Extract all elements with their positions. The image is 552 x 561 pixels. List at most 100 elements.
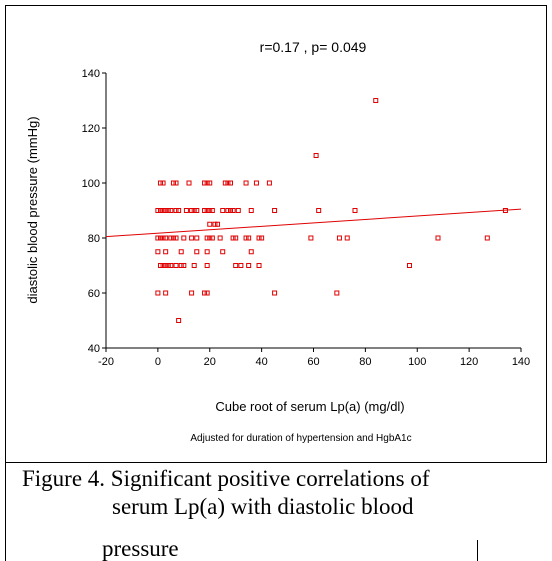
caption-line: pressure	[102, 536, 179, 561]
point	[204, 235, 210, 241]
point	[207, 221, 213, 227]
x-tick-label: 140	[512, 356, 530, 368]
point	[189, 290, 195, 296]
point	[176, 318, 182, 323]
point	[344, 235, 350, 241]
figure-frame	[5, 5, 547, 463]
x-tick-label: 40	[256, 356, 268, 368]
point	[334, 290, 340, 296]
point	[212, 221, 218, 227]
point	[316, 208, 322, 213]
x-tick-label: 20	[204, 356, 216, 368]
point	[157, 180, 163, 186]
point	[204, 180, 210, 186]
point	[160, 263, 166, 268]
point	[202, 290, 208, 296]
point	[248, 249, 254, 255]
point	[225, 208, 231, 213]
point	[256, 263, 262, 268]
point	[259, 235, 265, 241]
point	[189, 235, 195, 241]
point	[204, 290, 210, 296]
point	[168, 263, 174, 268]
point	[191, 208, 197, 213]
point	[209, 208, 215, 213]
x-tick-label: 120	[460, 356, 478, 368]
point	[173, 180, 179, 186]
point	[233, 263, 239, 268]
point	[246, 235, 252, 241]
point	[246, 263, 252, 268]
point	[194, 235, 200, 241]
point	[163, 235, 169, 241]
point	[435, 235, 441, 241]
point	[204, 263, 210, 268]
point	[168, 235, 174, 241]
point	[160, 208, 166, 213]
point	[194, 249, 200, 255]
point	[230, 235, 236, 241]
x-axis-label: Cube root of serum Lp(a) (mg/dl)	[215, 399, 404, 414]
point	[157, 208, 163, 213]
point	[165, 263, 171, 268]
point	[235, 208, 241, 213]
y-tick-label: 120	[82, 123, 100, 135]
point	[163, 290, 169, 296]
point	[178, 249, 184, 255]
point	[204, 249, 210, 255]
point	[173, 263, 179, 268]
y-tick-label: 60	[88, 288, 100, 300]
point	[202, 180, 208, 186]
caption-line: Figure 4. Significant positive correlati…	[22, 466, 430, 491]
note: Adjusted for duration of hypertension an…	[190, 433, 411, 444]
point	[202, 208, 208, 213]
chart-title: r=0.17 , p= 0.049	[260, 39, 367, 55]
point	[160, 235, 166, 241]
x-tick-label: -20	[98, 356, 114, 368]
point	[406, 263, 412, 268]
point	[484, 235, 490, 241]
point	[170, 235, 176, 241]
point	[168, 208, 174, 213]
point	[238, 263, 244, 268]
point	[204, 208, 210, 213]
point	[173, 208, 179, 213]
point	[160, 180, 166, 186]
x-tick-label: 100	[408, 356, 426, 368]
point	[308, 235, 314, 241]
point	[191, 263, 197, 268]
x-tick-label: 80	[359, 356, 371, 368]
point	[220, 208, 226, 213]
point	[352, 208, 358, 213]
point	[186, 180, 192, 186]
point	[157, 235, 163, 241]
point	[155, 208, 161, 213]
point	[313, 153, 319, 158]
point	[256, 235, 262, 241]
point	[189, 208, 195, 213]
point	[230, 208, 236, 213]
y-tick-label: 140	[82, 68, 100, 80]
point	[173, 235, 179, 241]
point	[194, 208, 200, 213]
point	[207, 180, 213, 186]
point	[183, 208, 189, 213]
caption-line: serum Lp(a) with diastolic blood	[112, 494, 414, 519]
point	[209, 235, 215, 241]
point	[248, 208, 254, 213]
point	[207, 208, 213, 213]
point	[181, 235, 187, 241]
y-tick-label: 40	[88, 343, 100, 355]
point	[215, 221, 221, 227]
point	[155, 249, 161, 255]
point	[228, 180, 233, 186]
point	[186, 180, 192, 186]
point	[155, 290, 161, 296]
point	[222, 180, 228, 186]
point	[207, 235, 213, 241]
point	[217, 235, 223, 241]
point	[253, 180, 259, 186]
point	[266, 180, 272, 186]
point	[336, 235, 342, 241]
